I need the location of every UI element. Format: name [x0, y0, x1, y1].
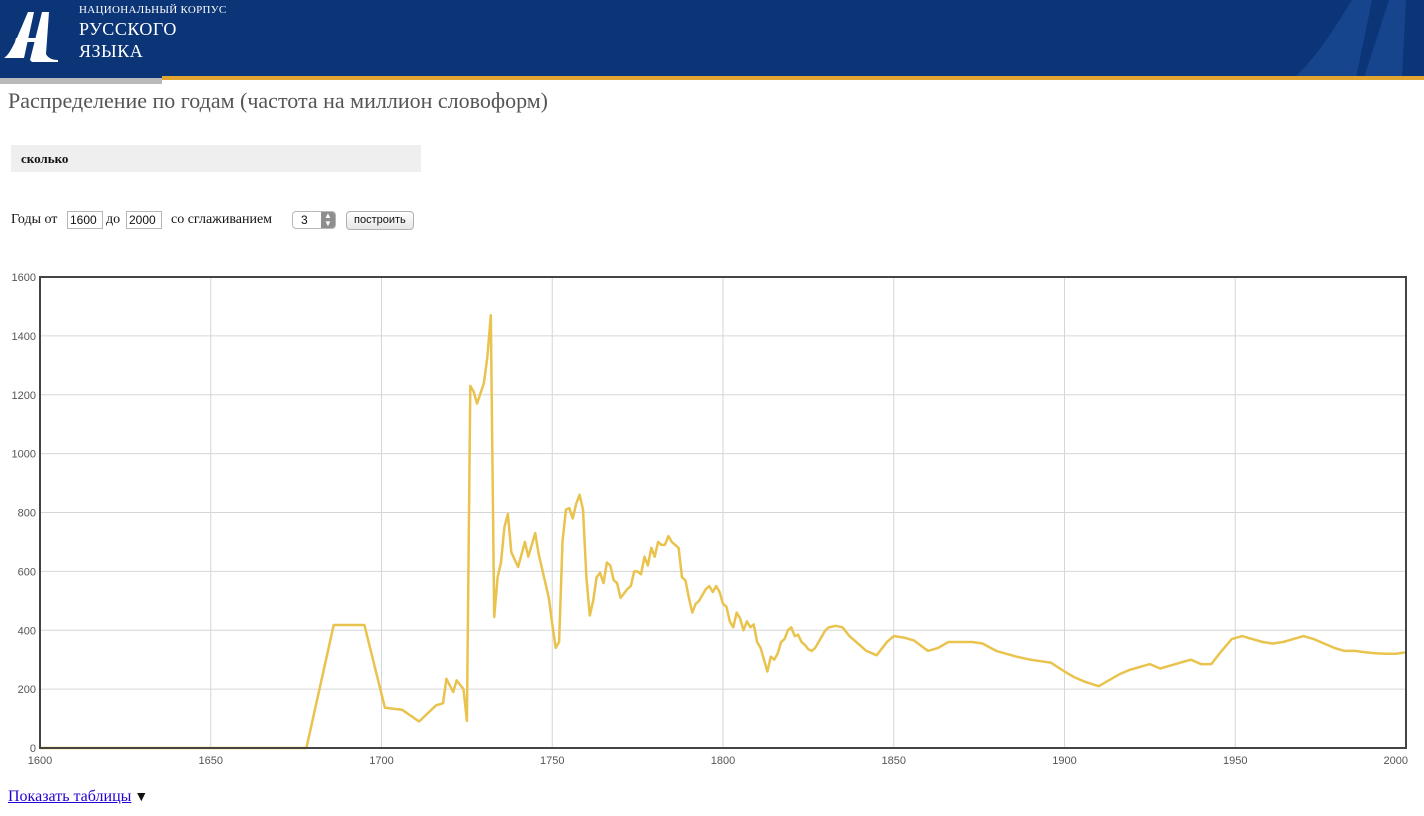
build-button[interactable]: построить: [346, 211, 414, 230]
x-tick-label: 1850: [882, 755, 906, 767]
smoothing-value: 3: [301, 213, 308, 227]
brand-title-line-1: РУССКОГО: [79, 19, 177, 39]
year-from-input[interactable]: [67, 211, 103, 229]
x-tick-label: 1900: [1052, 755, 1076, 767]
frequency-chart: 0 200 400 600 800 1000 1200 1400 1600 1600 1650 17…: [12, 272, 1408, 767]
y-axis-ticks: 0 200 400 600 800 1000 1200 1400 1600: [12, 272, 36, 755]
x-axis-ticks: 1600 1650 1700 1750 1800 1850 1900 1950 2000: [28, 755, 1408, 767]
years-from-label: Годы от: [11, 212, 58, 227]
toggle-triangle-icon[interactable]: ▼: [134, 790, 149, 805]
plot-frame: [39, 276, 1407, 749]
x-tick-label: 1700: [369, 755, 393, 767]
x-tick-label: 1600: [28, 755, 52, 767]
y-tick-label: 1600: [12, 272, 36, 284]
logo-watermark-icon: [1294, 0, 1406, 78]
brand-subtitle: НАЦИОНАЛЬНЫЙ КОРПУС: [79, 4, 227, 16]
query-box: сколько: [11, 145, 421, 172]
y-tick-label: 400: [18, 625, 36, 637]
y-tick-label: 1400: [12, 331, 36, 343]
series-line: [40, 314, 1407, 750]
to-label: до: [106, 212, 121, 227]
page-title: Распределение по годам (частота на милли…: [8, 88, 549, 113]
y-tick-label: 800: [18, 508, 36, 520]
site-header: НАЦИОНАЛЬНЫЙ КОРПУС РУССКОГО ЯЗЫКА: [0, 0, 1424, 78]
query-word: сколько: [21, 151, 69, 166]
smoothing-label: со сглаживанием: [171, 212, 273, 227]
header-gray-line: [0, 78, 162, 84]
show-tables-toggle: Показать таблицы ▼: [8, 788, 148, 806]
show-tables-link[interactable]: Показать таблицы: [8, 788, 132, 805]
x-tick-label: 1950: [1223, 755, 1247, 767]
y-tick-label: 0: [30, 743, 36, 755]
y-tick-label: 1000: [12, 449, 36, 461]
smoothing-select[interactable]: 3 ▲ ▼: [292, 211, 336, 229]
header-accent-line: [162, 76, 1424, 80]
brand-title-line-2: ЯЗЫКА: [79, 41, 144, 61]
y-tick-label: 200: [18, 684, 36, 696]
y-tick-label: 1200: [12, 390, 36, 402]
corpus-logo-icon[interactable]: [2, 8, 62, 64]
x-tick-label: 1800: [711, 755, 735, 767]
y-tick-label: 600: [18, 566, 36, 578]
stepper-arrows-icon: ▲ ▼: [321, 212, 335, 228]
x-tick-label: 1750: [540, 755, 564, 767]
chart-grid: [39, 276, 1407, 749]
x-tick-label: 2000: [1384, 755, 1408, 767]
x-tick-label: 1650: [199, 755, 223, 767]
year-to-input[interactable]: [126, 211, 162, 229]
